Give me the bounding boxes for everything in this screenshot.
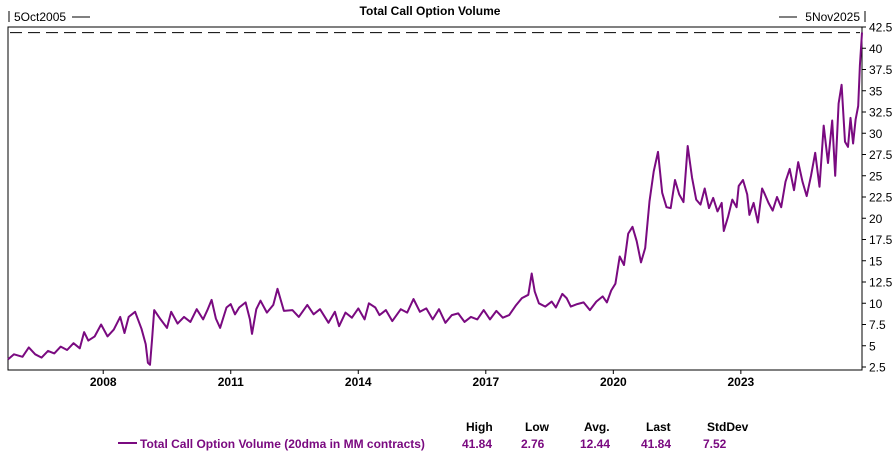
y-tick-label: 32.5 [869, 106, 893, 120]
stat-value-stddev: 7.52 [703, 437, 727, 451]
stat-header-avg: Avg. [584, 420, 610, 434]
stat-header-high: High [466, 420, 493, 434]
series-layer [7, 32, 863, 366]
y-tick-label: 10 [869, 297, 883, 311]
x-tick-label: 2023 [727, 375, 754, 389]
y-tick-label: 37.5 [869, 63, 893, 77]
stat-value-high: 41.84 [462, 437, 492, 451]
x-tick-label: 2020 [600, 375, 627, 389]
stat-value-avg: 12.44 [580, 437, 610, 451]
y-tick-label: 15 [869, 254, 883, 268]
y-tick-label: 22.5 [869, 191, 893, 205]
stats-table: High Low Avg. Last StdDev 41.84 2.76 12.… [462, 420, 749, 451]
y-tick-label: 7.5 [869, 318, 886, 332]
y-tick-label: 20 [869, 212, 883, 226]
y-tick-label: 35 [869, 84, 883, 98]
x-tick-label: 2014 [345, 375, 372, 389]
x-tick-label: 2008 [90, 375, 117, 389]
x-axis: 2008 2011 2014 2017 2020 2023 [90, 370, 755, 389]
y-tick-label: 12.5 [869, 276, 893, 290]
stat-header-low: Low [525, 420, 550, 434]
start-date-label: 5Oct2005 [14, 10, 66, 24]
y-tick-label: 42.5 [869, 21, 893, 35]
stat-header-last: Last [646, 420, 671, 434]
x-tick-label: 2011 [218, 375, 244, 389]
y-tick-label: 27.5 [869, 148, 893, 162]
series-line-0 [7, 32, 863, 366]
y-tick-label: 5 [869, 339, 876, 353]
stat-header-stddev: StdDev [707, 420, 749, 434]
legend-series-name: Total Call Option Volume (20dma in MM co… [140, 437, 425, 451]
chart-title: Total Call Option Volume [360, 4, 501, 18]
stat-value-low: 2.76 [521, 437, 545, 451]
stat-value-last: 41.84 [641, 437, 671, 451]
plot-frame [7, 26, 863, 371]
y-tick-label: 40 [869, 42, 883, 56]
end-date-label: 5Nov2025 [805, 10, 860, 24]
y-axis: 2.5 5 7.5 10 12.5 15 17.5 20 22.5 25 27.5 30 32.5 35 3… [862, 21, 893, 375]
y-tick-label: 30 [869, 127, 883, 141]
legend: Total Call Option Volume (20dma in MM co… [118, 437, 425, 451]
y-tick-label: 2.5 [869, 361, 886, 375]
y-tick-label: 25 [869, 169, 883, 183]
y-tick-label: 17.5 [869, 233, 893, 247]
x-tick-label: 2017 [472, 375, 499, 389]
